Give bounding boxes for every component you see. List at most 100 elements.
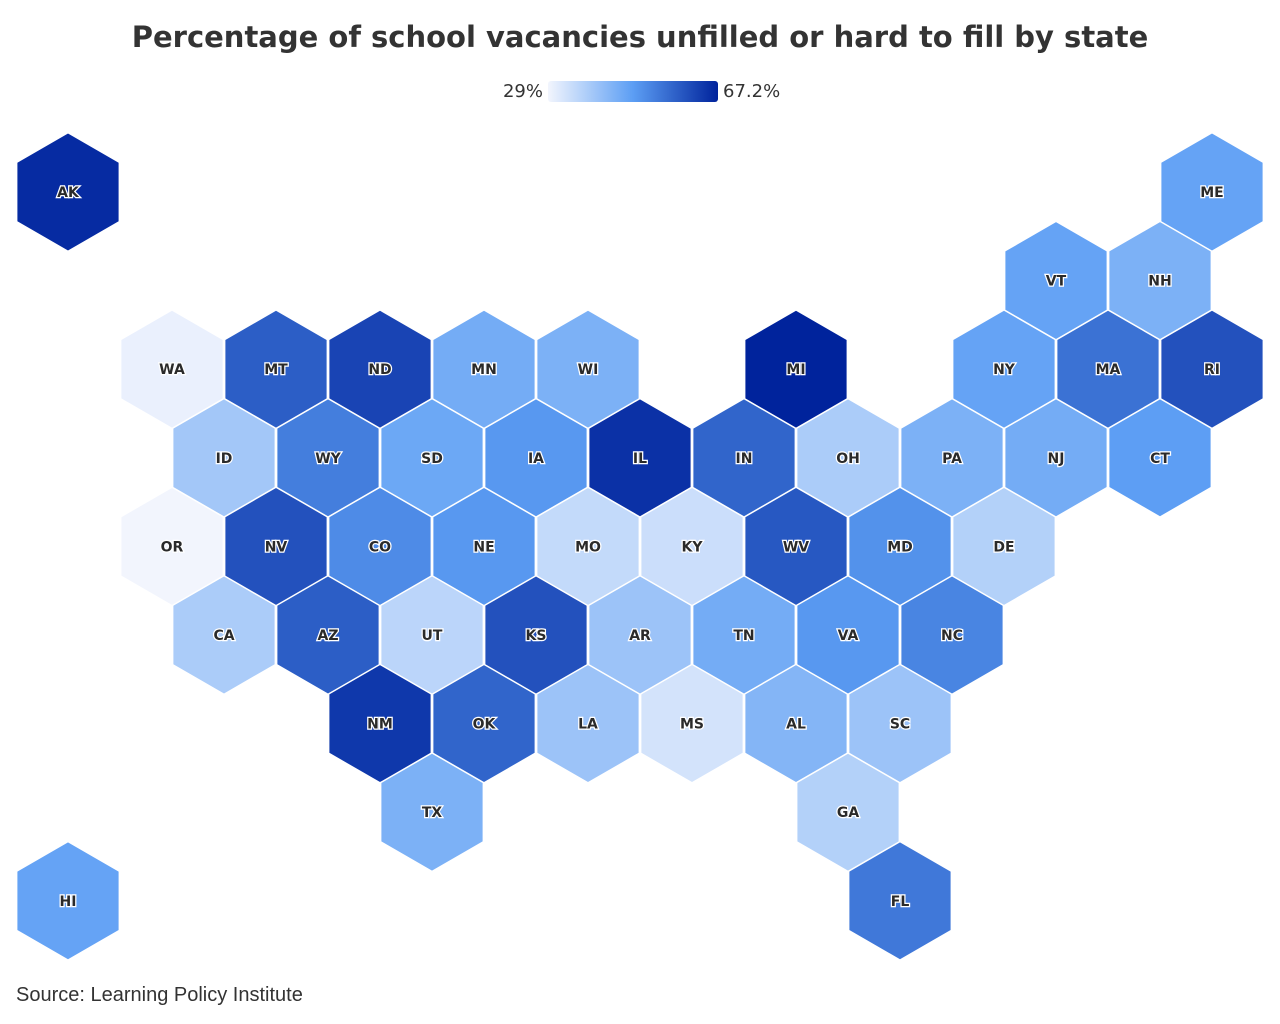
state-label: CO — [369, 539, 391, 555]
state-label: WY — [315, 451, 341, 467]
state-hex — [536, 309, 640, 429]
state-hex — [900, 398, 1004, 518]
state-hex — [640, 486, 744, 606]
state-label: HI — [60, 894, 77, 910]
state-hex — [744, 664, 848, 784]
state-label: VT — [1046, 274, 1067, 290]
state-label: TN — [733, 628, 754, 644]
legend-gradient — [548, 81, 718, 102]
state-label: ID — [216, 451, 233, 467]
state-label: NJ — [1048, 451, 1065, 467]
state-label: NY — [993, 362, 1016, 378]
state-label: MS — [680, 717, 704, 733]
state-hex — [640, 664, 744, 784]
state-hex — [1108, 398, 1212, 518]
state-hex — [16, 132, 120, 252]
state-hex — [796, 752, 900, 872]
state-label: CA — [213, 628, 234, 644]
state-hex — [848, 486, 952, 606]
state-hex — [432, 309, 536, 429]
state-hex — [1108, 221, 1212, 341]
state-label: ND — [368, 362, 391, 378]
state-hex — [172, 575, 276, 695]
state-label: MN — [471, 362, 497, 378]
state-hex — [536, 664, 640, 784]
state-hex — [432, 664, 536, 784]
state-label: IA — [528, 451, 544, 467]
state-hex — [848, 841, 952, 961]
state-label: OR — [161, 539, 184, 555]
state-hex — [328, 486, 432, 606]
state-hex — [692, 398, 796, 518]
state-label: MD — [887, 539, 913, 555]
state-hex — [1160, 132, 1264, 252]
state-hex — [536, 486, 640, 606]
state-label: MO — [575, 539, 601, 555]
state-hex — [380, 752, 484, 872]
state-hex — [952, 309, 1056, 429]
state-label: OK — [473, 717, 497, 733]
state-label: AL — [786, 717, 806, 733]
state-hex — [692, 575, 796, 695]
state-hex — [224, 486, 328, 606]
state-label: MI — [786, 362, 805, 378]
state-label: TX — [422, 805, 443, 821]
state-label: PA — [942, 451, 962, 467]
state-label: WA — [159, 362, 185, 378]
state-hex — [588, 398, 692, 518]
state-hex — [744, 486, 848, 606]
state-hex — [120, 486, 224, 606]
state-hex — [848, 664, 952, 784]
state-label: CT — [1150, 451, 1170, 467]
state-hex — [224, 309, 328, 429]
state-label: FL — [891, 894, 910, 910]
state-label: WV — [783, 539, 809, 555]
state-hex — [484, 398, 588, 518]
state-hex — [1004, 221, 1108, 341]
state-label: IN — [736, 451, 753, 467]
chart-title: Percentage of school vacancies unfilled … — [132, 20, 1149, 54]
state-label: NH — [1148, 274, 1171, 290]
state-hex — [172, 398, 276, 518]
state-hex — [380, 398, 484, 518]
state-hex — [744, 309, 848, 429]
state-label: AZ — [318, 628, 339, 644]
state-label: IL — [633, 451, 647, 467]
state-label: MA — [1096, 362, 1121, 378]
state-label: UT — [422, 628, 443, 644]
state-label: KS — [526, 628, 547, 644]
legend-max-label: 67.2% — [723, 81, 780, 102]
state-label: SC — [890, 717, 910, 733]
state-label: OH — [836, 451, 860, 467]
state-hex — [588, 575, 692, 695]
state-hex — [328, 309, 432, 429]
state-label: NC — [941, 628, 963, 644]
state-label: GA — [837, 805, 859, 821]
state-hex — [952, 486, 1056, 606]
state-hex — [1160, 309, 1264, 429]
legend-min-label: 29% — [503, 81, 543, 102]
state-hex — [484, 575, 588, 695]
state-hex — [276, 398, 380, 518]
state-hex — [1056, 309, 1160, 429]
state-hex — [796, 575, 900, 695]
state-label: RI — [1204, 362, 1220, 378]
state-label: NE — [473, 539, 494, 555]
source: Source: Learning Policy Institute — [16, 984, 303, 1006]
state-hex — [796, 398, 900, 518]
state-label: AR — [629, 628, 651, 644]
state-label: NV — [265, 539, 288, 555]
state-label: LA — [578, 717, 598, 733]
state-hex — [1004, 398, 1108, 518]
state-label: NM — [367, 717, 393, 733]
state-hex — [432, 486, 536, 606]
state-hex — [328, 664, 432, 784]
state-label: SD — [421, 451, 443, 467]
state-label: VA — [838, 628, 859, 644]
state-hex — [900, 575, 1004, 695]
state-hex — [16, 841, 120, 961]
state-label: ME — [1200, 185, 1224, 201]
state-label: WI — [578, 362, 599, 378]
state-hex — [120, 309, 224, 429]
